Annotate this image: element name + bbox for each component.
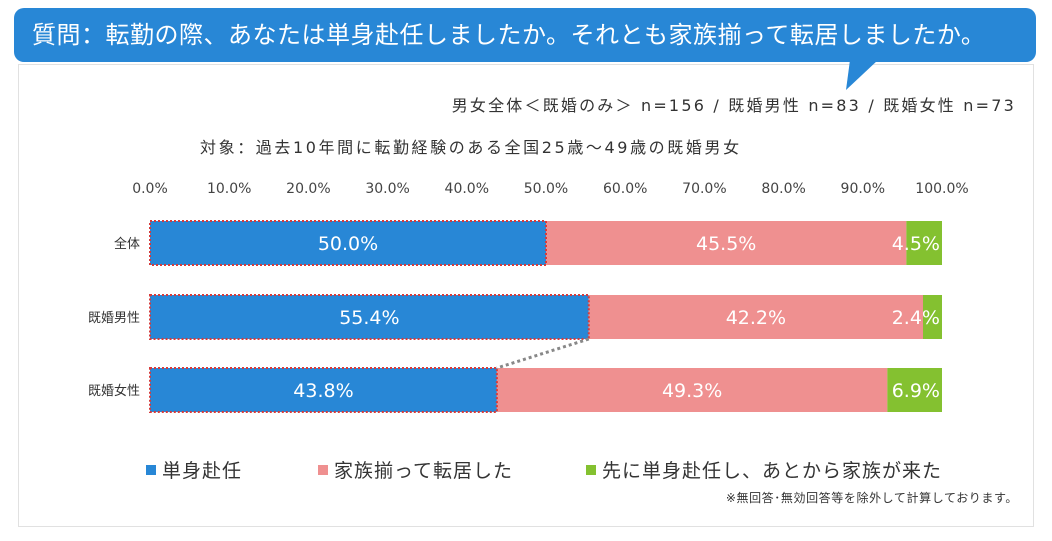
legend-label-solo: 単身赴任 — [162, 460, 243, 482]
x-tick-label: 100.0% — [915, 181, 968, 197]
legend-item-solo-then-family: 先に単身赴任し、あとから家族が来た — [586, 456, 942, 482]
data-label-solo: 55.4% — [339, 307, 399, 329]
data-label-solo: 50.0% — [318, 233, 378, 255]
x-tick-label: 30.0% — [365, 181, 409, 197]
bar-family — [546, 221, 907, 265]
legend-item-solo: 単身赴任 — [146, 456, 242, 482]
target-text: 対象：過去10年間に転勤経験のある全国25歳～49歳の既婚男女 — [200, 138, 742, 157]
data-label-family: 42.2% — [726, 307, 786, 329]
legend-label-solo-then-family: 先に単身赴任し、あとから家族が来た — [602, 460, 943, 482]
data-label-solo-then-family: 4.5% — [892, 233, 940, 255]
bar-solo-then-family — [922, 295, 942, 339]
bar-solo-then-family — [887, 368, 942, 412]
data-label-family: 49.3% — [662, 380, 722, 402]
legend-swatch-solo-then-family — [586, 464, 596, 475]
data-label-family: 45.5% — [696, 233, 756, 255]
bar-solo — [150, 368, 497, 412]
x-tick-label: 10.0% — [207, 181, 251, 197]
category-label: 既婚男性 — [88, 311, 140, 326]
x-tick-label: 80.0% — [761, 181, 805, 197]
x-tick-label: 40.0% — [445, 181, 489, 197]
x-tick-label: 50.0% — [524, 181, 568, 197]
x-tick-label: 60.0% — [603, 181, 647, 197]
bar-solo — [150, 221, 546, 265]
question-text: 質問：転勤の際、あなたは単身赴任しましたか。それとも家族揃って転居しましたか。 — [32, 21, 986, 49]
category-label: 全体 — [114, 236, 140, 252]
category-label: 既婚女性 — [88, 383, 140, 399]
highlight-outline — [149, 367, 498, 413]
x-tick-label: 70.0% — [682, 181, 726, 197]
data-label-solo: 43.8% — [293, 380, 353, 402]
legend-swatch-family — [318, 464, 328, 475]
x-tick-label: 0.0% — [132, 181, 168, 197]
highlight-outline — [149, 220, 547, 266]
legend-item-family: 家族揃って転居した — [318, 456, 513, 482]
sample-size-text: 男女全体＜既婚のみ＞ n=156 / 既婚男性 n=83 / 既婚女性 n=73 — [451, 96, 1016, 115]
bar-family — [496, 368, 888, 412]
bubble-tail — [846, 60, 878, 90]
bar-family — [588, 295, 923, 339]
x-tick-label: 90.0% — [841, 181, 885, 197]
comparison-connector — [496, 337, 590, 370]
data-label-solo-then-family: 2.4% — [892, 307, 940, 329]
legend-label-family: 家族揃って転居した — [334, 460, 514, 482]
question-bubble — [14, 8, 1036, 62]
bar-solo-then-family — [906, 221, 942, 265]
bar-solo — [150, 295, 589, 339]
data-label-solo-then-family: 6.9% — [892, 380, 940, 402]
highlight-outline — [149, 294, 590, 340]
footnote: ※無回答･無効回答等を除外して計算しております。 — [725, 491, 1018, 505]
legend-swatch-solo — [146, 464, 156, 475]
x-tick-label: 20.0% — [286, 181, 330, 197]
